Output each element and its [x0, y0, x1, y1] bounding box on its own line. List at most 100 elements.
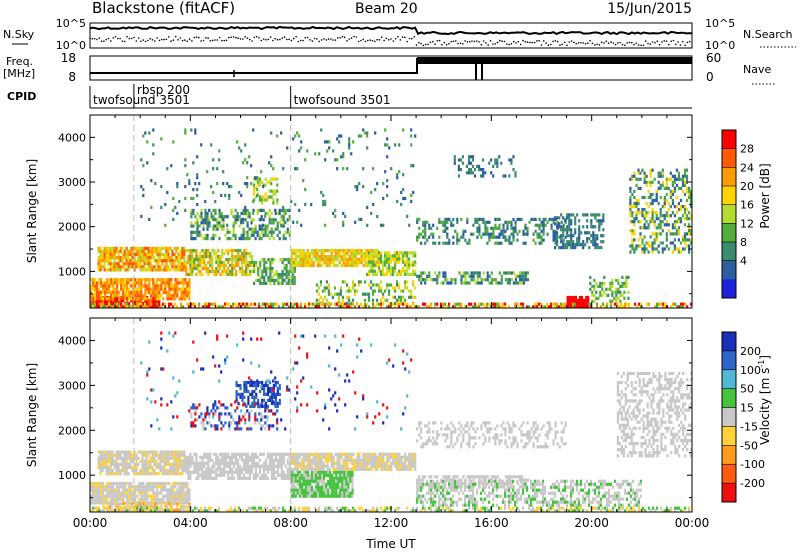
echo-cell: [280, 461, 283, 465]
echo-cell: [154, 287, 157, 291]
echo-cell: [367, 260, 371, 264]
echo-cell: [97, 268, 100, 272]
echo-cell: [629, 205, 632, 209]
echo-cell: [244, 452, 248, 456]
echo-cell: [235, 467, 238, 471]
echo-cell: [446, 217, 449, 221]
echo-cell: [340, 249, 343, 253]
echo-cell: [452, 223, 455, 227]
echo-cell: [645, 202, 648, 206]
echo-cell: [665, 211, 668, 215]
echo-cell: [380, 289, 383, 293]
echo-cell: [292, 479, 295, 483]
echo-cell: [338, 134, 341, 138]
echo-cell: [508, 305, 511, 309]
echo-cell: [111, 453, 114, 457]
echo-cell: [159, 246, 162, 250]
echo-cell: [98, 488, 101, 492]
echo-cell: [590, 213, 593, 217]
echo-cell: [229, 476, 232, 480]
echo-cell: [96, 488, 99, 492]
echo-cell: [232, 221, 235, 225]
echo-cell: [294, 134, 297, 138]
echo-cell: [302, 476, 305, 480]
echo-cell: [404, 254, 407, 258]
echo-cell: [105, 459, 108, 463]
echo-cell: [262, 218, 265, 222]
echo-cell: [250, 467, 254, 471]
echo-cell: [235, 452, 238, 456]
echo-cell: [227, 260, 230, 265]
echo-cell: [223, 470, 226, 474]
echo-cell: [502, 235, 505, 239]
echo-cell: [248, 215, 251, 219]
echo-cell: [649, 168, 652, 172]
echo-cell: [225, 263, 228, 268]
echo-cell: [143, 246, 146, 250]
nsearch-point: [584, 42, 587, 45]
echo-cell: [154, 305, 157, 309]
echo-cell: [182, 287, 185, 291]
echo-cell: [350, 258, 353, 262]
echo-cell: [484, 223, 487, 227]
echo-cell: [314, 252, 317, 256]
echo-cell: [130, 488, 133, 492]
echo-cell: [467, 161, 471, 165]
echo-cell: [230, 211, 233, 216]
echo-cell: [649, 171, 652, 175]
echo-cell: [382, 223, 385, 227]
echo-cell: [191, 252, 194, 256]
echo-cell: [179, 256, 182, 260]
echo-cell: [284, 476, 287, 480]
echo-cell: [99, 262, 102, 266]
echo-cell: [260, 473, 264, 477]
echo-cell: [145, 469, 148, 473]
echo-cell: [690, 217, 693, 221]
echo-cell: [159, 456, 162, 460]
echo-cell: [237, 458, 240, 462]
echo-cell: [146, 485, 149, 489]
echo-cell: [172, 290, 175, 294]
nsearch-point: [184, 39, 186, 41]
echo-cell: [144, 305, 147, 309]
echo-cell: [378, 302, 381, 306]
echo-cell: [179, 450, 182, 454]
echo-cell: [111, 268, 114, 272]
echo-cell: [367, 298, 371, 302]
echo-cell: [183, 262, 186, 266]
echo-cell: [306, 255, 309, 259]
echo-cell: [306, 258, 309, 262]
echo-cell: [388, 254, 391, 258]
echo-cell: [284, 230, 287, 234]
nsearch-point: [325, 39, 328, 41]
echo-cell: [276, 183, 279, 187]
echo-cell: [289, 269, 292, 274]
echo-cell: [556, 305, 559, 309]
echo-cell: [164, 494, 167, 498]
echo-cell: [635, 198, 638, 203]
nsearch-point: [237, 37, 239, 39]
echo-cell: [172, 196, 175, 201]
echo-cell: [126, 491, 129, 495]
echo-cell: [296, 302, 299, 306]
echo-cell: [688, 189, 691, 193]
echo-cell: [514, 171, 517, 175]
echo-cell: [348, 255, 351, 259]
echo-cell: [378, 257, 381, 261]
echo-cell: [468, 238, 471, 242]
echo-cell: [466, 271, 469, 275]
nsearch-point: [471, 40, 473, 42]
echo-cell: [133, 469, 136, 473]
echo-cell: [113, 265, 116, 269]
echo-cell: [380, 260, 383, 264]
echo-cell: [100, 302, 103, 306]
echo-cell: [205, 473, 208, 477]
echo-cell: [426, 305, 429, 309]
echo-cell: [465, 164, 468, 168]
echo-cell: [358, 260, 361, 265]
echo-cell: [92, 481, 95, 486]
echo-cell: [161, 246, 164, 250]
echo-cell: [199, 263, 202, 268]
echo-cell: [182, 290, 185, 294]
echo-cell: [310, 202, 313, 207]
